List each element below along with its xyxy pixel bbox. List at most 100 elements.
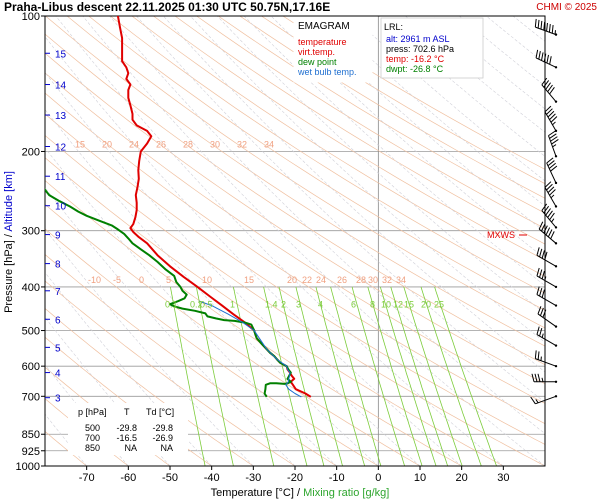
mixing-ratio-line: [434, 286, 497, 466]
dry-adiabat-line: [45, 180, 462, 466]
wind-barb-staff: [541, 84, 557, 102]
wind-barb-feather: [537, 306, 542, 315]
mixing-ratio-line: [295, 286, 343, 466]
table-header-td: Td [°C]: [146, 407, 174, 417]
mixing-ratio-line: [330, 286, 382, 466]
dry-adiabat-label: 0: [139, 275, 144, 285]
dry-adiabat-label: 32: [382, 275, 392, 285]
dry-adiabat-label: 20: [287, 275, 297, 285]
wind-barb-feather: [543, 80, 550, 88]
dry-adiabat-line: [45, 113, 545, 445]
wind-barb-feather: [544, 181, 552, 188]
y-tick-label: 700: [22, 391, 40, 403]
mixing-ratio-label: 4: [318, 300, 323, 310]
wind-barb-feather: [534, 350, 537, 359]
wind-barb-feather: [548, 130, 556, 137]
wind-barb-feather: [542, 309, 547, 318]
lrl-pressure: press: 702.6 hPa: [386, 44, 454, 54]
moist-adiabat-line: [45, 36, 462, 466]
dry-adiabat-line: [45, 203, 421, 466]
moist-adiabat-line: [109, 16, 545, 435]
dry-adiabat-line: [45, 157, 504, 466]
x-tick-label: -50: [162, 472, 178, 484]
wind-barb: [544, 105, 558, 133]
station-title: Praha-Libus descent 22.11.2025 01:30 UTC…: [4, 0, 330, 14]
altitude-tick-label: 13: [55, 111, 67, 122]
wind-barb: [548, 130, 559, 158]
wind-barb-feather: [549, 133, 557, 139]
dry-adiabat-label: 24: [316, 275, 326, 285]
moist-adiabat-line: [45, 271, 212, 466]
wind-barb-half-feather: [550, 194, 555, 199]
legend-title: EMAGRAM: [298, 21, 350, 32]
moist-adiabat-line: [55, 16, 504, 466]
wind-barb-feather: [538, 221, 544, 230]
dry-adiabat-label: 32: [237, 139, 247, 149]
lrl-dewpoint: dwpt: -26.8 °C: [386, 64, 444, 74]
wind-barb-station-dot: [554, 265, 558, 268]
mixing-ratio-label: 0.2: [190, 300, 203, 310]
mixing-ratio-line: [351, 286, 405, 466]
sounding-mode: descent: [77, 0, 122, 14]
dry-adiabat-line: [88, 16, 545, 311]
mixing-ratio-line: [196, 286, 234, 466]
axes: 15 20 24 26 28 30 32 34-10 -5 0 5 10 15 20 22 24 26 28 30 3…: [16, 11, 510, 484]
altitude-tick-label: 3: [55, 394, 61, 405]
wind-barb-feather: [551, 139, 559, 145]
wind-barb-half-feather: [541, 333, 544, 338]
wind-barb-feather: [547, 160, 555, 167]
wind-barb-staff: [544, 187, 557, 207]
dry-adiabat-label: 28: [183, 139, 193, 149]
mixing-ratio-label: 15: [404, 300, 414, 310]
wind-barb: [537, 306, 558, 328]
moist-adiabat-line: [45, 187, 296, 466]
dry-adiabat-label: 15: [75, 139, 85, 149]
dry-adiabat-line: [45, 431, 87, 466]
wind-barb-feather: [545, 82, 551, 90]
dry-adiabat-line: [45, 52, 545, 385]
wind-barb-feather: [551, 25, 554, 34]
wind-barb-feather: [536, 326, 540, 335]
x-tick-label: -70: [79, 472, 95, 484]
moist-adiabat-line: [45, 109, 379, 466]
wind-barb-feather: [546, 22, 548, 32]
lrl-altitude: alt: 2961 m ASL: [386, 34, 450, 44]
level-table: p [hPa] T Td [°C] 500 -29.8 -29.8 700 -1…: [68, 403, 188, 455]
table-cell: NA: [160, 443, 173, 453]
wind-barb: [541, 77, 558, 103]
x-tick-label: -10: [329, 472, 345, 484]
dry-adiabat-line: [110, 16, 545, 294]
wind-barb-feather: [546, 183, 553, 191]
wind-barb-feather: [543, 53, 547, 62]
dry-adiabat-label: 34: [264, 139, 274, 149]
table-cell: 700: [85, 433, 100, 443]
wind-barb-feather: [535, 49, 539, 59]
x-axis-label-temperature: Temperature [°C]: [211, 487, 294, 499]
wind-barb-feather: [543, 225, 548, 234]
wind-barb-feather: [541, 77, 548, 86]
altitude-tick-label: 15: [55, 49, 67, 60]
wind-barb-station-dot: [554, 205, 558, 208]
legend-item-virt-temp: virt.temp.: [298, 47, 335, 57]
wind-barb-feather: [539, 328, 543, 337]
wind-barb-station-dot: [554, 155, 558, 158]
dry-adiabat-label: 22: [302, 275, 312, 285]
wind-barb-feather: [530, 396, 536, 405]
moist-adiabat-line: [459, 16, 545, 87]
wind-barb-feather: [536, 267, 540, 277]
wind-barb-feather: [539, 287, 543, 297]
mixing-ratio-line: [379, 286, 437, 466]
wind-barb: [535, 49, 558, 69]
wind-barb-feather: [549, 87, 555, 95]
mixing-ratio-line: [420, 286, 482, 466]
altitude-tick-label: 9: [55, 231, 61, 242]
wind-barb-feather: [536, 286, 540, 295]
y-axis-label-pressure: Pressure [hPa]: [3, 240, 15, 313]
mixing-ratio-line: [278, 286, 325, 466]
dry-adiabat-label: 24: [129, 139, 139, 149]
wind-barb-feather: [541, 250, 545, 259]
table-cell: 850: [85, 443, 100, 453]
wind-barb-feather: [545, 208, 551, 216]
y-tick-label: 300: [22, 226, 40, 238]
